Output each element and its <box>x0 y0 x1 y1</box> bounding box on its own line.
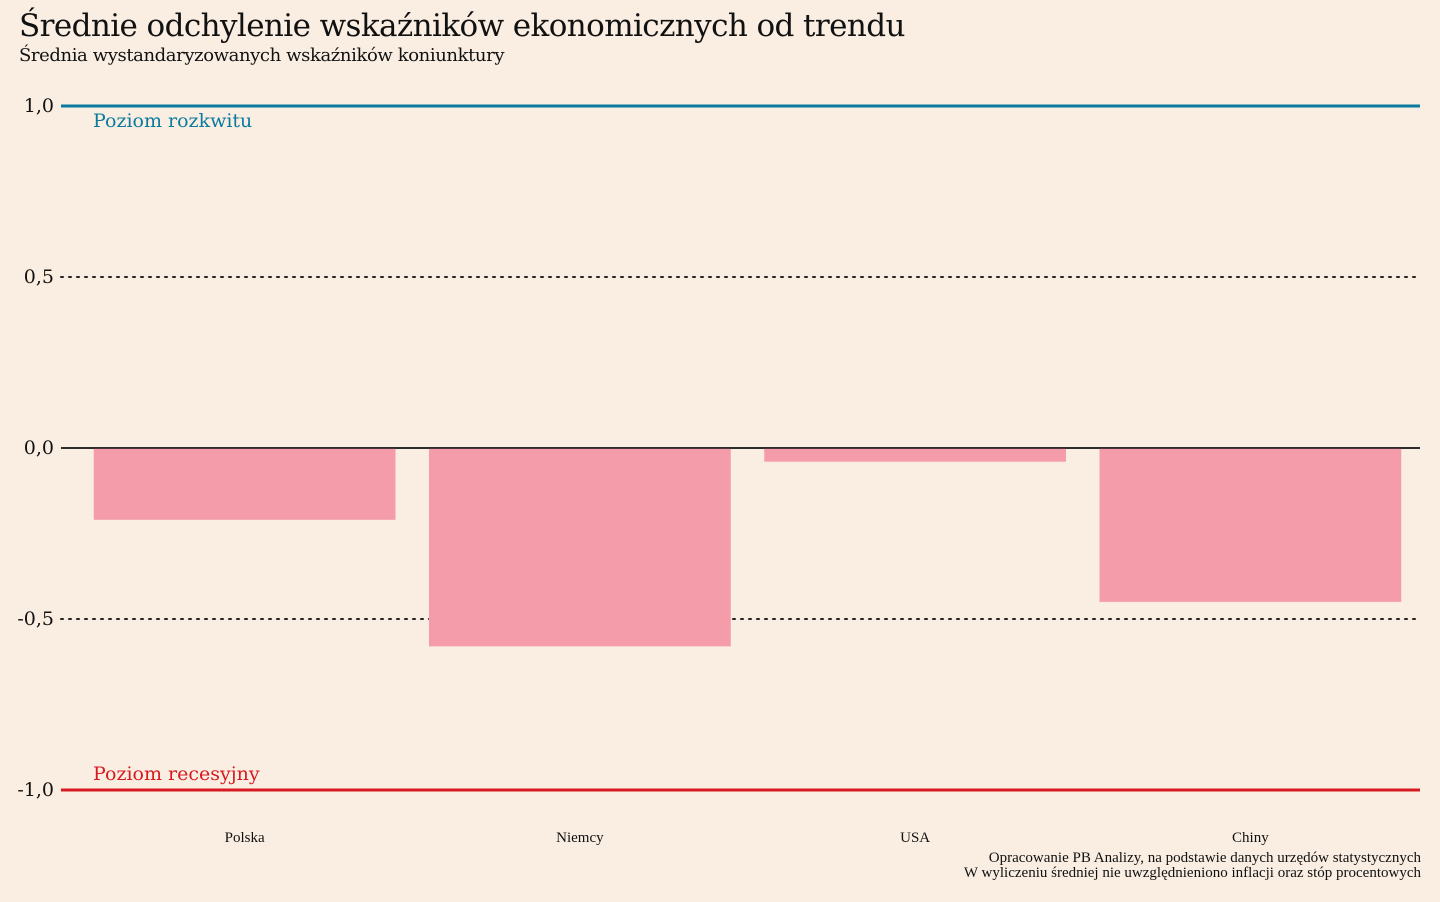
bars <box>61 447 1420 647</box>
y-tick-label: 1,0 <box>24 95 54 117</box>
method-note: W wyliczeniu średniej nie uwzględnienion… <box>963 865 1421 881</box>
y-tick-label: -1,0 <box>17 779 54 801</box>
chart-footer: Opracowanie PB Analizy, na podstawie dan… <box>964 851 1421 881</box>
reference-line-label: Poziom recesyjny <box>93 763 260 785</box>
y-tick-label: -0,5 <box>17 608 54 630</box>
x-category-label: Niemcy <box>556 830 604 846</box>
bar-usa <box>764 448 1066 462</box>
reference-line-label: Poziom rozkwitu <box>93 110 252 132</box>
chart-subtitle: Średnia wystandaryzowanych wskaźników ko… <box>19 45 505 66</box>
x-category-label: USA <box>900 830 930 846</box>
y-tick-label: 0,5 <box>24 266 54 288</box>
reference-lines: Poziom rozkwitu Poziom recesyjny <box>61 104 1420 792</box>
bar-polska <box>93 448 396 520</box>
source-note: Opracowanie PB Analizy, na podstawie dan… <box>988 850 1421 866</box>
x-category-label: Chiny <box>1232 830 1269 846</box>
x-category-label: Polska <box>225 830 265 846</box>
bar-niemcy <box>429 448 731 647</box>
bar-chiny <box>1099 448 1402 602</box>
axis-labels: 1,0 0,5 0,0 -0,5 -1,0 Polska Niemcy USA Chiny <box>17 95 1269 846</box>
y-tick-label: 0,0 <box>24 437 54 459</box>
chart-title: Średnie odchylenie wskaźników ekonomiczn… <box>19 8 905 44</box>
